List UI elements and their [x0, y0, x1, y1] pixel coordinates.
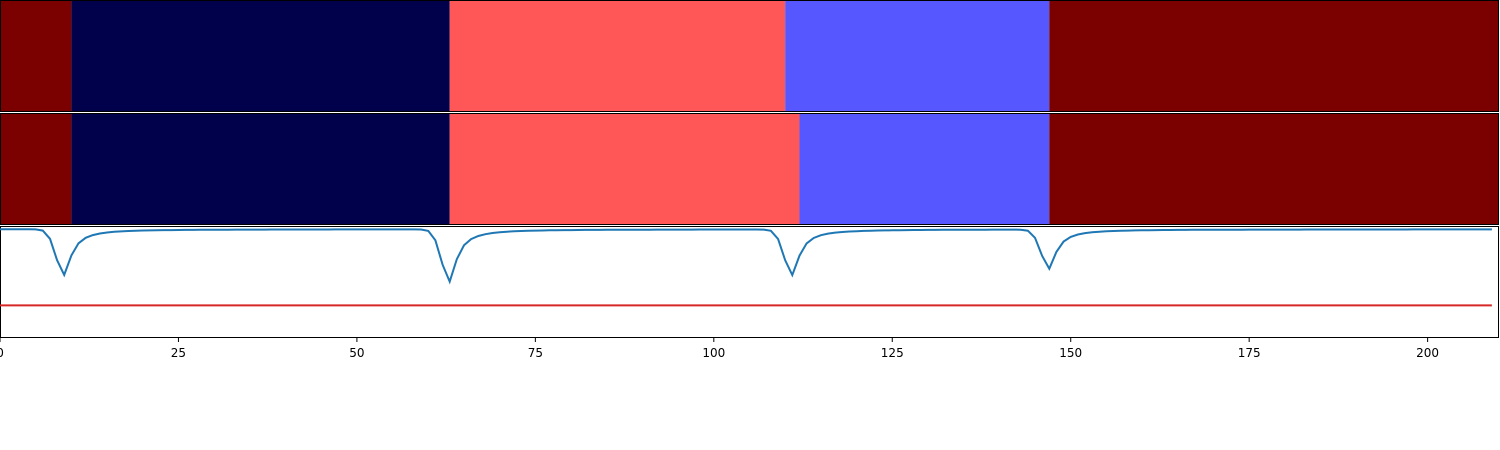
segment-bar-row2-1 — [0, 113, 72, 225]
x-tick-label-75: 75 — [528, 346, 543, 360]
x-tick-label-25: 25 — [171, 346, 186, 360]
segment-bar-row1-2 — [71, 0, 450, 112]
segment-bar-row1-3 — [449, 0, 786, 112]
segment-bar-row2-5 — [1049, 113, 1499, 225]
segment-bar-row2-3 — [449, 113, 800, 225]
x-tick-label-175: 175 — [1238, 346, 1261, 360]
x-tick-label-200: 200 — [1416, 346, 1439, 360]
segment-row-frame-1 — [0, 0, 1499, 112]
signal-panel — [0, 226, 1499, 338]
segment-bar-row1-1 — [0, 0, 72, 112]
x-tick-label-100: 100 — [702, 346, 725, 360]
segment-bar-row2-2 — [71, 113, 450, 225]
x-tick-label-0: 0 — [0, 346, 4, 360]
signal-panel-frame — [0, 226, 1499, 338]
segment-bar-row2-4 — [799, 113, 1050, 225]
segment-row-frame-2 — [0, 113, 1499, 225]
segment-rows — [0, 0, 1499, 225]
x-tick-label-125: 125 — [881, 346, 904, 360]
x-tick-label-50: 50 — [349, 346, 364, 360]
x-axis: 0 25 50 75 100 125 150 175 200 — [0, 338, 1439, 360]
segment-bar-row1-4 — [785, 0, 1050, 112]
x-tick-label-150: 150 — [1059, 346, 1082, 360]
segment-bar-row1-5 — [1049, 0, 1499, 112]
signal-line — [0, 228, 1492, 285]
